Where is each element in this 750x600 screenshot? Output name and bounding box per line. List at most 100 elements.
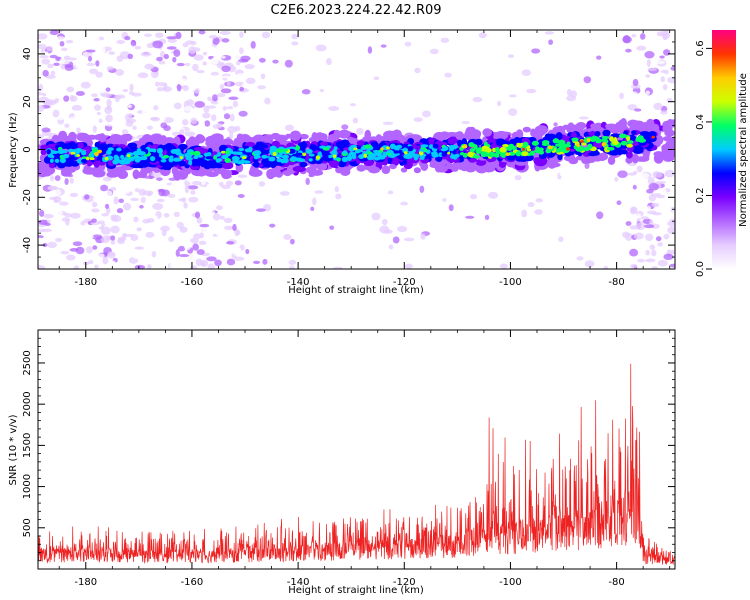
spectrogram-band-halo bbox=[429, 162, 441, 169]
spectrogram-band-core bbox=[447, 136, 456, 145]
spectrogram-noise-blob bbox=[657, 259, 668, 267]
spectrogram-noise-blob bbox=[650, 193, 662, 197]
spectrogram-noise-blob bbox=[101, 226, 111, 235]
spectrogram-band-core bbox=[203, 161, 212, 170]
spectrogram-band-highlight bbox=[467, 151, 474, 158]
spectrogram-noise-blob bbox=[86, 62, 96, 67]
spectrogram-noise-blob bbox=[429, 48, 439, 55]
spectrogram-noise-blob bbox=[110, 203, 117, 210]
colorbar-gradient bbox=[712, 30, 736, 269]
spectrogram-noise-blob bbox=[156, 198, 165, 203]
spectrogram-band-halo bbox=[400, 167, 408, 173]
spectrogram-noise-blob bbox=[104, 106, 113, 115]
spectrogram-band-highlight bbox=[509, 145, 517, 150]
spectrogram-noise-blob bbox=[184, 131, 196, 137]
spectrogram-noise-blob bbox=[239, 31, 244, 38]
spectrogram-noise-blob bbox=[257, 85, 266, 90]
spectrogram-noise-blob bbox=[264, 97, 271, 105]
x-tick-label: -100 bbox=[499, 577, 522, 588]
spectrogram-band-halo bbox=[139, 167, 148, 179]
spectrogram-band-halo bbox=[93, 134, 107, 141]
spectrogram-band-core bbox=[222, 162, 233, 170]
spectrogram-noise-blob bbox=[392, 236, 400, 244]
spectrogram-band-core bbox=[359, 140, 365, 146]
spectrogram-noise-blob bbox=[92, 125, 97, 133]
spectrogram-band-halo bbox=[590, 123, 599, 130]
spectrogram-noise-blob bbox=[65, 39, 74, 44]
spectrogram-noise-blob bbox=[86, 234, 94, 239]
spectrogram-noise-blob bbox=[544, 31, 555, 35]
spectrogram-noise-blob bbox=[566, 88, 572, 97]
spectrogram-band-highlight bbox=[441, 152, 447, 157]
spectrogram-noise-blob bbox=[627, 91, 638, 96]
spectrogram-noise-blob bbox=[64, 178, 69, 185]
spectrogram-noise-blob bbox=[663, 233, 670, 240]
spectrogram-noise-blob bbox=[198, 30, 206, 35]
spectrogram-noise-blob bbox=[465, 215, 475, 219]
spectrogram-band-layer bbox=[38, 118, 675, 181]
spectrogram-noise-blob bbox=[222, 106, 227, 111]
spectrogram-band-highlight bbox=[601, 138, 607, 143]
spectrogram-band-highlight bbox=[328, 154, 333, 159]
spectrogram-noise-blob bbox=[173, 102, 182, 110]
spectrogram-noise-blob bbox=[381, 218, 388, 226]
spectrogram-noise-blob bbox=[630, 264, 638, 268]
spectrogram-band-halo bbox=[605, 123, 618, 129]
spectrogram-band-halo bbox=[220, 138, 234, 146]
spectrogram-noise-blob bbox=[220, 215, 225, 220]
spectrogram-noise-blob bbox=[614, 176, 619, 182]
spectrogram-band-peak bbox=[601, 141, 607, 147]
spectrogram-noise-blob bbox=[216, 92, 226, 98]
spectrogram-noise-blob bbox=[393, 76, 405, 80]
spectrogram-noise-blob bbox=[596, 55, 602, 60]
spectrogram-band-highlight bbox=[213, 156, 217, 160]
spectrogram-band-halo bbox=[563, 155, 574, 162]
spectrogram-noise-blob bbox=[39, 55, 49, 59]
spectrogram-noise-blob bbox=[91, 93, 98, 98]
spectrogram-band-highlight bbox=[454, 153, 460, 158]
spectrogram-band-peak bbox=[366, 151, 372, 155]
spectrogram-band-peak bbox=[447, 151, 451, 155]
spectrogram-noise-blob bbox=[222, 75, 232, 79]
spectrogram-noise-blob bbox=[38, 83, 44, 92]
spectrogram-noise-blob bbox=[69, 94, 74, 102]
spectrogram-band-highlight bbox=[626, 143, 633, 148]
spectrogram-noise-blob bbox=[583, 205, 592, 210]
spectrogram-band-core bbox=[593, 140, 604, 149]
spectrogram-noise-blob bbox=[442, 197, 447, 202]
spectrogram-noise-blob bbox=[167, 193, 176, 198]
spectrogram-noise-blob bbox=[596, 211, 604, 220]
spectrogram-noise-blob bbox=[93, 98, 100, 102]
spectrogram-band-halo bbox=[263, 134, 275, 142]
spectrogram-band-highlight bbox=[238, 147, 245, 152]
spectrogram-band-core bbox=[515, 138, 523, 144]
spectrogram-noise-blob bbox=[94, 104, 101, 111]
spectrogram-noise-blob bbox=[147, 191, 152, 197]
spectrogram-noise-blob bbox=[176, 62, 185, 67]
spectrogram-noise-blob bbox=[170, 181, 178, 190]
spectrogram-band-highlight bbox=[487, 151, 496, 158]
spectrogram-noise-blob bbox=[177, 245, 186, 252]
spectrogram-noise-blob bbox=[373, 76, 380, 81]
spectrogram-noise-blob bbox=[144, 63, 155, 70]
spectrogram-band-highlight bbox=[535, 146, 540, 150]
spectrogram-band-core bbox=[564, 135, 572, 144]
spectrogram-noise-blob bbox=[130, 40, 137, 47]
spectrogram-noise-blob bbox=[91, 201, 98, 208]
spectrogram-noise-blob bbox=[472, 96, 483, 103]
spectrogram-noise-blob bbox=[558, 210, 567, 217]
x-tick-label: -140 bbox=[287, 277, 310, 288]
spectrogram-noise-blob bbox=[219, 30, 231, 35]
spectrogram-band-highlight bbox=[275, 148, 284, 153]
x-tick-label: -140 bbox=[287, 577, 310, 588]
spectrogram-noise-blob bbox=[289, 238, 295, 245]
spectrogram-noise-blob bbox=[262, 258, 268, 265]
spectrogram-band-highlight bbox=[232, 160, 241, 164]
spectrogram-noise-blob bbox=[610, 187, 618, 195]
spectrogram-noise-blob bbox=[206, 183, 217, 188]
spectrogram-band-highlight bbox=[264, 157, 269, 164]
spectrogram-noise-blob bbox=[646, 59, 652, 68]
spectrogram-band-highlight bbox=[196, 154, 204, 158]
spectrogram-band-highlight bbox=[46, 149, 51, 155]
spectrogram-noise-blob bbox=[54, 175, 61, 182]
